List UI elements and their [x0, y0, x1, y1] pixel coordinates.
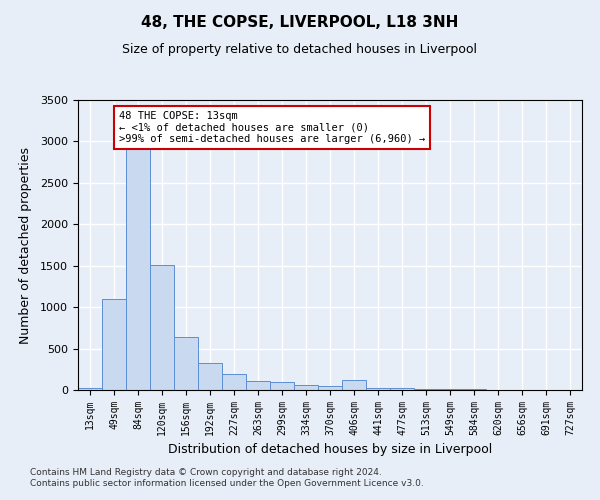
Text: Size of property relative to detached houses in Liverpool: Size of property relative to detached ho… [122, 42, 478, 56]
X-axis label: Distribution of detached houses by size in Liverpool: Distribution of detached houses by size … [168, 444, 492, 456]
Bar [318, 386, 342, 390]
Bar [342, 380, 366, 390]
Bar [462, 389, 486, 390]
Bar [150, 265, 174, 390]
Bar [222, 374, 246, 390]
Text: Contains HM Land Registry data © Crown copyright and database right 2024.
Contai: Contains HM Land Registry data © Crown c… [30, 468, 424, 487]
Bar [438, 389, 462, 390]
Text: 48 THE COPSE: 13sqm
← <1% of detached houses are smaller (0)
>99% of semi-detach: 48 THE COPSE: 13sqm ← <1% of detached ho… [119, 111, 425, 144]
Bar [102, 299, 126, 390]
Bar [366, 388, 390, 390]
Bar [78, 388, 102, 390]
Bar [174, 337, 198, 390]
Bar [126, 148, 150, 390]
Bar [270, 382, 294, 390]
Bar [390, 388, 414, 390]
Y-axis label: Number of detached properties: Number of detached properties [19, 146, 32, 344]
Bar [246, 382, 270, 390]
Bar [414, 389, 438, 390]
Bar [198, 362, 222, 390]
Text: 48, THE COPSE, LIVERPOOL, L18 3NH: 48, THE COPSE, LIVERPOOL, L18 3NH [142, 15, 458, 30]
Bar [294, 384, 318, 390]
